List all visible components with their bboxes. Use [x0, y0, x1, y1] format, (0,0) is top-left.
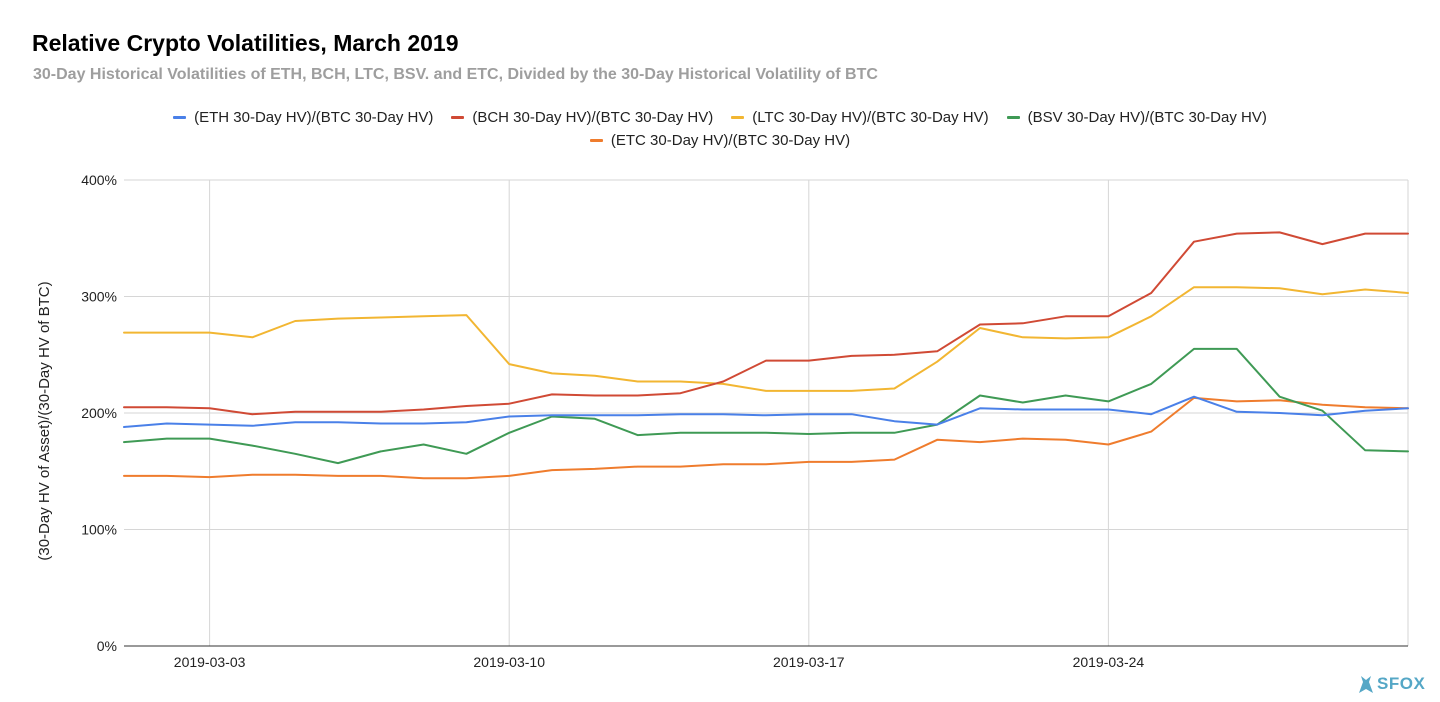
- legend-item-bsv: (BSV 30-Day HV)/(BTC 30-Day HV): [1006, 109, 1267, 126]
- series-lines: [123, 231, 1409, 480]
- legend-label-ltc: (LTC 30-Day HV)/(BTC 30-Day HV): [752, 109, 989, 126]
- legend-swatch-ltc: [731, 116, 745, 119]
- y-tick-label: 100%: [81, 522, 117, 538]
- legend-label-etc: (ETC 30-Day HV)/(BTC 30-Day HV): [610, 132, 851, 149]
- legend-label-bsv: (BSV 30-Day HV)/(BTC 30-Day HV): [1027, 109, 1267, 126]
- x-tick-label: 2019-03-17: [773, 654, 845, 670]
- sfox-fox-icon: [1359, 676, 1373, 693]
- chart-title: Relative Crypto Volatilities, March 2019: [32, 30, 459, 56]
- series-line-bsv: [123, 347, 1409, 465]
- legend-label-eth: (ETH 30-Day HV)/(BTC 30-Day HV): [194, 109, 434, 126]
- legend-swatch-eth: [173, 116, 187, 119]
- y-tick-label: 0%: [97, 638, 117, 654]
- legend-swatch-bch: [451, 116, 465, 119]
- sfox-logo: SFOX: [1355, 673, 1425, 695]
- chart-subtitle: 30-Day Historical Volatilities of ETH, B…: [33, 66, 878, 83]
- legend-item-eth: (ETH 30-Day HV)/(BTC 30-Day HV): [173, 109, 433, 126]
- axis-labels: 0% 100% 200% 300% 400% 2019-03-03 2019-03-10 20…: [81, 172, 1144, 670]
- legend-label-bch: (BCH 30-Day HV)/(BTC 30-Day HV): [472, 109, 714, 126]
- series-line-eth: [123, 395, 1409, 428]
- sfox-logo-text: SFOX: [1377, 674, 1426, 693]
- legend-swatch-etc: [589, 139, 603, 142]
- y-tick-label: 200%: [81, 405, 117, 421]
- grid-lines: [124, 179, 1409, 647]
- y-axis-title: (30-Day HV of Asset)/(30-Day HV of BTC): [36, 281, 53, 560]
- chart-legend: (ETH 30-Day HV)/(BTC 30-Day HV) (BCH 30-…: [0, 106, 1440, 152]
- legend-swatch-bsv: [1006, 116, 1020, 119]
- series-line-etc: [123, 396, 1409, 480]
- x-tick-label: 2019-03-24: [1073, 654, 1145, 670]
- x-tick-label: 2019-03-10: [473, 654, 545, 670]
- x-tick-label: 2019-03-03: [174, 654, 246, 670]
- legend-item-ltc: (LTC 30-Day HV)/(BTC 30-Day HV): [731, 109, 989, 126]
- series-line-bch: [123, 231, 1409, 416]
- legend-row: (ETH 30-Day HV)/(BTC 30-Day HV) (BCH 30-…: [0, 106, 1440, 129]
- series-line-ltc: [123, 286, 1409, 392]
- y-tick-label: 300%: [81, 289, 117, 305]
- legend-item-bch: (BCH 30-Day HV)/(BTC 30-Day HV): [451, 109, 713, 126]
- legend-item-etc: (ETC 30-Day HV)/(BTC 30-Day HV): [589, 132, 851, 149]
- y-tick-label: 400%: [81, 172, 117, 188]
- legend-row: (ETC 30-Day HV)/(BTC 30-Day HV): [0, 129, 1440, 152]
